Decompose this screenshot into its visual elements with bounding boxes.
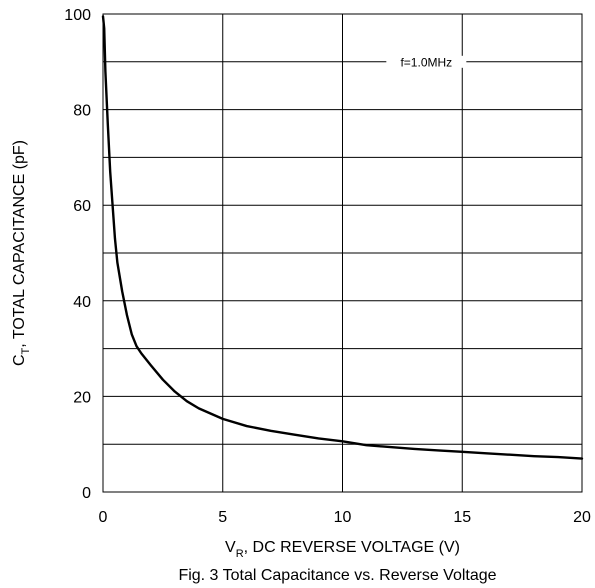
x-axis-label-rest: , DC REVERSE VOLTAGE (V): [244, 539, 460, 556]
y-tick-labels: 0 20 40 60 80 100: [64, 7, 91, 502]
plot-frame: [102, 13, 583, 493]
y-tick-label: 40: [73, 294, 91, 311]
y-tick-label: 60: [73, 198, 91, 215]
annotation-background: [386, 55, 467, 68]
y-tick-label: 80: [73, 103, 91, 120]
y-axis-label-subscript: T: [20, 347, 32, 354]
x-axis-label: VR, DC REVERSE VOLTAGE (V): [225, 539, 460, 560]
figure-caption: Fig. 3 Total Capacitance vs. Reverse Vol…: [178, 567, 496, 584]
x-tick-label: 0: [99, 509, 108, 526]
x-tick-labels: 0 5 10 15 20: [99, 509, 591, 526]
y-axis-label-rest: , TOTAL CAPACITANCE (pF): [11, 140, 28, 348]
x-tick-label: 5: [218, 509, 227, 526]
x-axis-label-subscript: R: [236, 548, 244, 560]
x-tick-label: 20: [573, 509, 591, 526]
annotation: f=1.0MHz: [386, 55, 467, 69]
y-tick-label: 20: [73, 389, 91, 406]
annotation-label: f=1.0MHz: [400, 55, 452, 69]
y-axis-label: CT, TOTAL CAPACITANCE (pF): [11, 140, 32, 366]
y-axis-label-main: C: [11, 354, 28, 366]
series-line: [101, 15, 584, 460]
x-tick-label: 10: [334, 509, 352, 526]
x-tick-label: 15: [453, 509, 471, 526]
y-tick-label: 0: [82, 485, 91, 502]
x-axis-label-main: V: [225, 539, 236, 556]
grid-lines: [103, 13, 583, 492]
y-tick-label: 100: [64, 7, 91, 24]
